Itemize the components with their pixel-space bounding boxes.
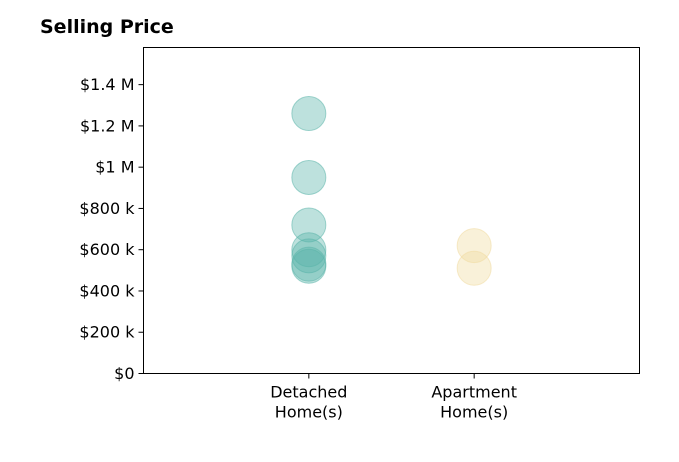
apartment-price-point [456, 250, 492, 286]
data-points-layer [291, 96, 492, 286]
detached-price-point [291, 207, 327, 243]
y-tick-label: $200 k [79, 323, 135, 342]
y-axis: $0 $200 k $400 k $600 k $800 k $1 M $1.2 M $1.4… [79, 75, 144, 383]
plot-area-frame [143, 47, 640, 374]
y-tick-label: $800 k [79, 199, 135, 218]
detached-price-point [291, 238, 327, 274]
y-tick-label: $1 M [95, 158, 134, 177]
detached-price-point [291, 96, 327, 132]
y-tick-label: $1.4 M [80, 75, 135, 94]
detached-price-point [291, 159, 327, 195]
y-tick-label: $1.2 M [80, 116, 135, 135]
x-axis: Detached Home(s) Apartment Home(s) [270, 373, 517, 422]
detached-price-point [291, 248, 327, 284]
x-tick-label: Detached Home(s) [270, 383, 347, 422]
y-tick-label: $0 [114, 364, 134, 383]
x-tick-label: Apartment Home(s) [431, 383, 517, 422]
y-tick-label: $600 k [79, 240, 135, 259]
chart-title: Selling Price [40, 16, 174, 38]
y-tick-label: $400 k [79, 281, 135, 300]
